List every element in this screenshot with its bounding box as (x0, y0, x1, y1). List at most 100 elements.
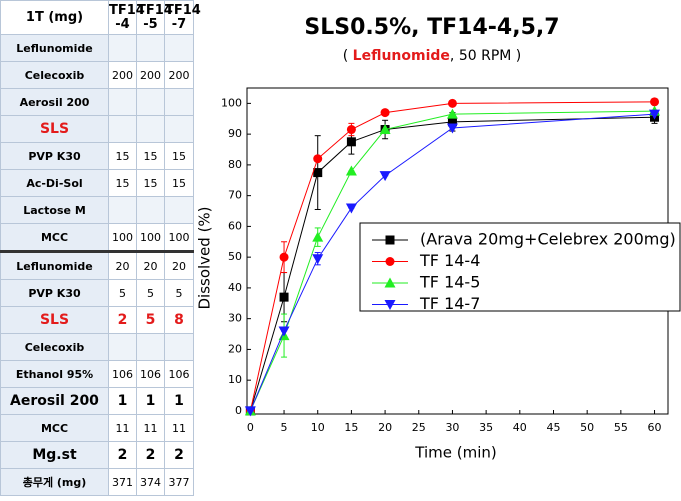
table-row: Leflunomide 20 20 20 (0, 251, 194, 280)
marker (279, 252, 289, 262)
y-tick-label: 10 (228, 373, 242, 386)
table-cell: Aerosil 200 (0, 387, 109, 415)
table-cell: 371 (108, 468, 137, 496)
marker (649, 109, 661, 120)
marker (313, 168, 323, 178)
y-tick-label: 30 (228, 312, 242, 325)
legend-box (359, 222, 681, 312)
x-tick-label: 50 (580, 421, 594, 434)
marker (384, 300, 396, 310)
header-cell: 1T (mg) (0, 0, 109, 35)
marker (312, 254, 324, 265)
table-row: PVP K30 15 15 15 (0, 142, 194, 170)
table-cell: 1 (164, 387, 194, 415)
table-cell: 11 (136, 414, 165, 442)
legend-label: TF 14-4 (419, 251, 480, 270)
x-tick-label: 35 (479, 421, 493, 434)
table-cell: 100 (136, 223, 165, 253)
table-cell: 374 (136, 468, 165, 496)
table-cell (108, 115, 137, 143)
table-row: Leflunomide (0, 34, 194, 62)
header-cell: TF14 -4 (108, 0, 145, 35)
y-tick-label: 80 (228, 158, 242, 171)
header-cell: TF14 -5 (136, 0, 173, 35)
table-row: 총무게 (mg) 371 374 377 (0, 468, 194, 496)
table-cell (164, 34, 194, 62)
y-tick-label: 100 (221, 96, 242, 109)
y-tick-label: 0 (235, 404, 242, 417)
y-tick-label: 60 (228, 219, 242, 232)
y-tick-label: 40 (228, 281, 242, 294)
table-cell: 106 (108, 360, 137, 388)
legend-label: TF 14-7 (419, 294, 480, 313)
formula-table: 1T (mg) TF14 -4 TF14 -5 TF14 -7 Leflunomide… (0, 0, 201, 496)
table-cell (164, 196, 194, 224)
table-cell: 100 (108, 223, 137, 253)
x-axis-label: Time (min) (414, 444, 496, 462)
table-row: Aerosil 200 (0, 88, 194, 116)
table-cell: 15 (164, 142, 194, 170)
table-cell: 1 (108, 387, 137, 415)
x-tick-label: 5 (281, 421, 288, 434)
marker (346, 137, 356, 147)
x-tick-label: 60 (648, 421, 662, 434)
table-cell: Aerosil 200 (0, 88, 109, 116)
table-row: Mg.st 2 2 2 (0, 441, 194, 469)
marker (447, 117, 457, 127)
table-cell (108, 333, 137, 361)
x-tick-label: 0 (247, 421, 254, 434)
table-cell (136, 88, 165, 116)
y-tick-label: 20 (228, 342, 242, 355)
table-row: SLS 2 5 8 (0, 306, 194, 334)
table-cell (108, 196, 137, 224)
table-cell: MCC (0, 414, 109, 442)
marker (385, 235, 395, 245)
y-axis-label: Dissolved (%) (196, 206, 214, 309)
y-tick-label: 70 (228, 189, 242, 202)
table-row: Aerosil 200 1 1 1 (0, 387, 194, 415)
table-cell: 100 (164, 223, 194, 253)
x-tick-label: 30 (445, 421, 459, 434)
table-cell: Mg.st (0, 441, 109, 469)
header-cell: TF14 -7 (164, 0, 201, 35)
y-tick-label: 90 (228, 127, 242, 140)
table-cell: PVP K30 (0, 142, 109, 170)
table-cell: 377 (164, 468, 194, 496)
table-cell: PVP K30 (0, 279, 109, 307)
table-cell: Leflunomide (0, 34, 109, 62)
table-cell (108, 88, 137, 116)
table-cell (164, 115, 194, 143)
table-cell: 2 (136, 441, 165, 469)
header-row: 1T (mg) TF14 -4 TF14 -5 TF14 -7 (0, 0, 201, 35)
marker (313, 154, 323, 164)
y-tick-label: 50 (228, 250, 242, 263)
marker (278, 326, 290, 337)
x-tick-label: 55 (614, 421, 628, 434)
table-cell: 5 (164, 279, 194, 307)
marker (446, 108, 458, 119)
marker (312, 231, 324, 242)
table-cell (108, 34, 137, 62)
table-cell: 15 (108, 169, 137, 197)
marker (346, 125, 356, 135)
table-cell: 15 (164, 169, 194, 197)
table-cell: 15 (108, 142, 137, 170)
table-cell (136, 333, 165, 361)
marker (650, 97, 660, 107)
table-cell: 200 (164, 61, 194, 89)
table-cell: 5 (108, 279, 137, 307)
x-tick-label: 45 (546, 421, 560, 434)
table-cell (136, 196, 165, 224)
table-cell: 11 (108, 414, 137, 442)
table-row: MCC 11 11 11 (0, 414, 194, 442)
marker (379, 171, 391, 182)
marker (379, 124, 391, 135)
table-cell: Leflunomide (0, 251, 109, 280)
table-cell: 20 (136, 251, 165, 280)
marker (244, 406, 256, 417)
table-cell: 총무게 (mg) (0, 468, 109, 496)
subtitle-part: ( (343, 48, 353, 64)
table-row: MCC 100 100 100 (0, 223, 194, 253)
